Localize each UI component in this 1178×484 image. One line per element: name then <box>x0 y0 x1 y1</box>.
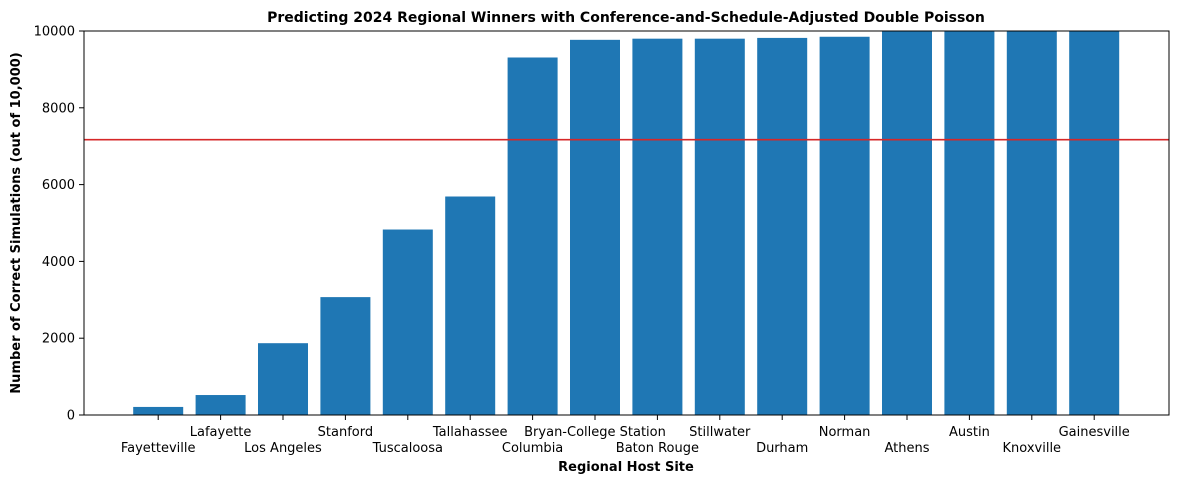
x-tick-label: Tallahassee <box>432 425 508 440</box>
x-tick-label: Durham <box>756 441 808 456</box>
bar-los-angeles <box>258 343 308 415</box>
x-tick-label: Austin <box>949 425 990 440</box>
x-axis-label: Regional Host Site <box>558 460 694 475</box>
y-tick-label: 0 <box>67 409 75 424</box>
bar-lafayette <box>195 395 246 415</box>
x-tick-label: Baton Rouge <box>616 441 699 456</box>
y-tick-label: 4000 <box>42 255 75 270</box>
x-tick-label: Columbia <box>502 441 563 456</box>
plot-frame <box>83 30 1170 416</box>
x-tick-label: Los Angeles <box>244 441 322 456</box>
y-tick-label: 10000 <box>34 25 75 40</box>
x-tick-label: Lafayette <box>190 425 252 440</box>
x-tick-label: Norman <box>819 425 871 440</box>
x-tick-label: Stanford <box>318 425 373 440</box>
x-tick-label: Athens <box>884 441 929 456</box>
x-tick-label: Fayetteville <box>121 441 196 456</box>
x-tick-label: Gainesville <box>1059 425 1130 440</box>
y-tick-label: 8000 <box>42 101 75 116</box>
y-tick-label: 2000 <box>42 332 75 347</box>
bar-norman <box>819 36 870 415</box>
bar-knoxville <box>1006 31 1057 415</box>
bar-baton-rouge <box>632 38 683 416</box>
x-tick-label: Bryan-College Station <box>524 425 666 440</box>
bar-athens <box>882 31 932 415</box>
x-tick-label: Knoxville <box>1003 441 1062 456</box>
chart-title: Predicting 2024 Regional Winners with Co… <box>267 10 985 26</box>
bars-group <box>133 31 1120 416</box>
bar-durham <box>757 37 808 416</box>
bar-bryan-college-station <box>570 39 620 415</box>
x-tick-label: Tuscaloosa <box>372 441 443 456</box>
bar-austin <box>944 31 995 415</box>
y-axis-label: Number of Correct Simulations (out of 10… <box>9 52 24 393</box>
bar-stillwater <box>694 38 745 416</box>
bar-tuscaloosa <box>382 229 433 415</box>
bar-fayetteville <box>133 406 184 415</box>
y-axis: 0 2000 4000 6000 8000 10000 <box>34 25 84 424</box>
bar-gainesville <box>1069 31 1120 415</box>
bar-stanford <box>320 297 371 415</box>
bar-tallahassee <box>445 196 496 415</box>
x-tick-label: Stillwater <box>689 425 751 440</box>
y-tick-label: 6000 <box>42 178 75 193</box>
bar-columbia <box>507 57 558 415</box>
